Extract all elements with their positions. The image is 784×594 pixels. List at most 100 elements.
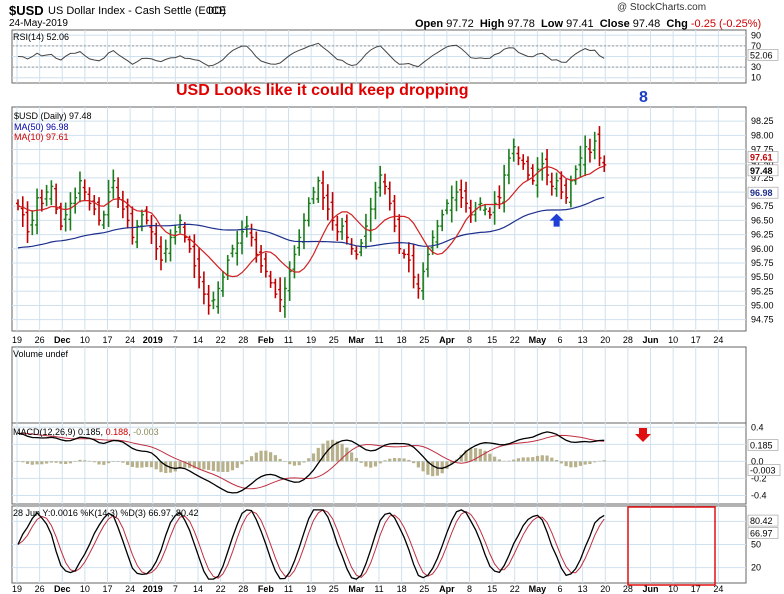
x-tick-label-bottom: 28 xyxy=(238,584,248,594)
price-tag: 96.98 xyxy=(750,188,773,198)
low-value: 97.41 xyxy=(566,18,594,30)
macd-hist-bar xyxy=(559,461,563,464)
macd-hist-bar xyxy=(78,459,82,462)
price-bar xyxy=(321,170,326,210)
macd-hist-bar xyxy=(254,452,258,462)
price-bar xyxy=(154,222,159,261)
macd-hist-tag-box xyxy=(747,464,781,476)
price-bar xyxy=(344,214,349,245)
price-bar xyxy=(116,177,121,208)
price-bar xyxy=(564,179,569,204)
macd-hist-bar xyxy=(16,461,20,462)
macd-hist-bar xyxy=(264,450,268,462)
macd-hist-bar xyxy=(102,461,106,465)
macd-hist-bar xyxy=(512,459,516,462)
x-tick-label: 24 xyxy=(125,335,135,345)
macd-hist-bar xyxy=(54,461,58,463)
price-bar xyxy=(149,214,154,245)
macd-line xyxy=(17,431,605,494)
x-tick-label-bottom: Mar xyxy=(348,584,365,594)
price-bar xyxy=(235,230,240,266)
price-bar xyxy=(506,148,511,185)
price-bar xyxy=(287,261,292,301)
macd-hist-bar xyxy=(531,457,535,462)
price-bar xyxy=(449,185,454,223)
x-tick-label-bottom: May xyxy=(529,584,547,594)
price-bar xyxy=(483,203,488,216)
price-tick-label: 97.50 xyxy=(751,159,774,169)
macd-hist-bar xyxy=(130,461,134,468)
macd-hist-bar xyxy=(507,460,511,462)
price-tag-box xyxy=(747,186,779,199)
price-bar xyxy=(430,230,435,255)
price-bar xyxy=(502,164,507,213)
x-tick-label-bottom: 19 xyxy=(306,584,316,594)
price-tick-label: 98.00 xyxy=(751,130,774,140)
macd-hist-bar xyxy=(469,448,473,462)
price-bar xyxy=(282,277,287,318)
x-tick-label: Mar xyxy=(348,335,365,345)
macd-hist-bar xyxy=(440,461,444,474)
x-tick-label-bottom: 7 xyxy=(173,584,178,594)
macd-hist-bar xyxy=(183,461,187,468)
macd-hist-bar xyxy=(73,461,77,462)
price-bar xyxy=(49,180,54,205)
chart-date: 24-May-2019 xyxy=(9,18,68,29)
macd-hist-bar xyxy=(106,461,111,464)
x-tick-label: 6 xyxy=(557,335,562,345)
price-bar xyxy=(244,215,249,238)
x-tick-label: 11 xyxy=(284,335,293,345)
macd-hist-bar xyxy=(488,453,492,462)
price-bar xyxy=(406,242,411,273)
price-bar xyxy=(135,219,140,249)
close-value: 97.48 xyxy=(632,18,661,30)
price-tick-label: 98.25 xyxy=(751,116,774,126)
x-tick-label: 17 xyxy=(102,335,112,345)
macd-hist-bar xyxy=(411,461,416,464)
ma10-legend: MA(10) 97.61 xyxy=(14,132,69,142)
price-bar xyxy=(220,271,225,297)
price-bar xyxy=(444,199,449,215)
x-tick-label-bottom: 19 xyxy=(12,584,22,594)
price-bar xyxy=(25,201,30,243)
macd-hist-bar xyxy=(316,447,320,462)
macd-hist-bar xyxy=(173,461,177,472)
stoch-tag-box xyxy=(747,514,779,527)
low-label: Low xyxy=(541,18,564,30)
price-bar xyxy=(602,155,607,172)
macd-hist-bar xyxy=(383,460,387,462)
price-bar xyxy=(354,245,359,260)
macd-tick-label: 0.4 xyxy=(751,422,764,432)
macd-hist-bar xyxy=(149,461,154,468)
macd-hist-bar xyxy=(330,439,335,462)
price-bar xyxy=(535,157,540,198)
macd-hist-bar xyxy=(207,461,211,470)
price-bar xyxy=(325,184,330,221)
x-tick-label-bottom: 11 xyxy=(284,584,293,594)
high-value: 97.78 xyxy=(507,18,535,30)
x-tick-label: 7 xyxy=(173,335,178,345)
x-tick-label-bottom: Apr xyxy=(439,584,455,594)
macd-hist-bar xyxy=(350,452,354,462)
price-bar xyxy=(521,154,526,170)
x-tick-label-bottom: 20 xyxy=(600,584,610,594)
x-tick-label-bottom: 17 xyxy=(691,584,701,594)
macd-hist-bar xyxy=(259,450,263,462)
x-tick-label: Dec xyxy=(54,335,71,345)
price-bar xyxy=(373,181,378,220)
price-bar xyxy=(387,181,392,211)
price-bar xyxy=(144,206,149,225)
x-tick-label-bottom: 24 xyxy=(713,584,723,594)
price-bar xyxy=(20,196,25,227)
price-bar xyxy=(44,184,49,207)
macd-hist-bar xyxy=(564,461,568,467)
price-bar xyxy=(363,213,368,249)
x-tick-label-bottom: 17 xyxy=(102,584,112,594)
x-tick-label-bottom: 22 xyxy=(216,584,226,594)
macd-hist-bar xyxy=(135,461,139,468)
x-tick-label: 18 xyxy=(397,335,407,345)
price-bar xyxy=(397,214,402,254)
macd-hist-bar xyxy=(35,461,39,465)
rsi-tick-label: 30 xyxy=(751,62,761,72)
macd-hist-bar xyxy=(478,448,482,462)
